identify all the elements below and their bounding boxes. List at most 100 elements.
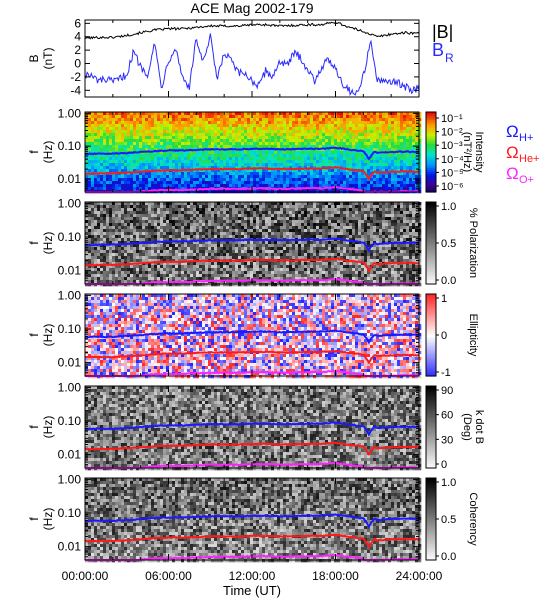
- heatmap-cell: [169, 160, 173, 164]
- heatmap-cell: [166, 166, 170, 170]
- heatmap-cell: [178, 223, 182, 227]
- heatmap-cell: [175, 118, 179, 122]
- heatmap-cell: [352, 136, 356, 140]
- heatmap-cell: [268, 211, 272, 215]
- heatmap-cell: [295, 121, 299, 125]
- heatmap-cell: [244, 154, 248, 158]
- heatmap-cell: [307, 112, 311, 116]
- heatmap-cell: [382, 172, 386, 176]
- heatmap-cell: [313, 214, 317, 218]
- heatmap-cell: [229, 175, 233, 179]
- heatmap-cell: [334, 148, 338, 152]
- heatmap-cell: [127, 142, 131, 146]
- heatmap-cell: [328, 235, 332, 239]
- heatmap-cell: [415, 217, 419, 221]
- heatmap-cell: [301, 163, 305, 167]
- heatmap-cell: [154, 151, 158, 155]
- heatmap-cell: [316, 118, 320, 122]
- heatmap-cell: [106, 133, 110, 137]
- heatmap-cell: [154, 142, 158, 146]
- heatmap-cell: [232, 142, 236, 146]
- heatmap-cell: [295, 247, 299, 251]
- heatmap-cell: [274, 154, 278, 158]
- heatmap-cell: [118, 130, 122, 134]
- heatmap-cell: [94, 181, 98, 185]
- heatmap-cell: [166, 229, 170, 233]
- heatmap-cell: [364, 205, 368, 209]
- heatmap-cell: [178, 178, 182, 182]
- heatmap-cell: [85, 229, 89, 233]
- heatmap-cell: [112, 226, 116, 230]
- heatmap-cell: [316, 220, 320, 224]
- heatmap-cell: [268, 205, 272, 209]
- heatmap-cell: [103, 127, 107, 131]
- heatmap-cell: [91, 178, 95, 182]
- heatmap-cell: [271, 214, 275, 218]
- heatmap-cell: [196, 160, 200, 164]
- heatmap-cell: [103, 136, 107, 140]
- heatmap-cell: [208, 118, 212, 122]
- heatmap-cell: [109, 130, 113, 134]
- heatmap-cell: [367, 232, 371, 236]
- heatmap-cell: [103, 151, 107, 155]
- heatmap-cell: [103, 139, 107, 143]
- heatmap-cell: [343, 178, 347, 182]
- heatmap-cell: [274, 160, 278, 164]
- heatmap-cell: [142, 127, 146, 131]
- heatmap-cell: [334, 178, 338, 182]
- heatmap-cell: [157, 118, 161, 122]
- heatmap-cell: [109, 115, 113, 119]
- heatmap-cell: [217, 157, 221, 161]
- heatmap-cell: [391, 238, 395, 242]
- heatmap-cell: [163, 223, 167, 227]
- heatmap-cell: [412, 214, 416, 218]
- heatmap-cell: [190, 244, 194, 248]
- heatmap-cell: [352, 208, 356, 212]
- heatmap-cell: [175, 142, 179, 146]
- heatmap-cell: [319, 178, 323, 182]
- heatmap-cell: [400, 127, 404, 131]
- heatmap-cell: [316, 160, 320, 164]
- heatmap-cell: [340, 175, 344, 179]
- heatmap-cell: [307, 214, 311, 218]
- heatmap-cell: [211, 136, 215, 140]
- heatmap-cell: [88, 136, 92, 140]
- heatmap-cell: [244, 163, 248, 167]
- heatmap-cell: [289, 121, 293, 125]
- heatmap-cell: [298, 214, 302, 218]
- heatmap-cell: [328, 136, 332, 140]
- heatmap-cell: [238, 235, 242, 239]
- heatmap-cell: [211, 130, 215, 134]
- heatmap-cell: [394, 112, 398, 116]
- heatmap-cell: [244, 205, 248, 209]
- heatmap-cell: [265, 232, 269, 236]
- heatmap-cell: [370, 178, 374, 182]
- heatmap-cell: [415, 142, 419, 146]
- heatmap-cell: [286, 142, 290, 146]
- heatmap-cell: [139, 205, 143, 209]
- heatmap-cell: [130, 205, 134, 209]
- heatmap-cell: [382, 181, 386, 185]
- heatmap-cell: [214, 244, 218, 248]
- heatmap-cell: [157, 157, 161, 161]
- heatmap-cell: [400, 115, 404, 119]
- heatmap-cell: [193, 127, 197, 131]
- heatmap-cell: [178, 130, 182, 134]
- heatmap-cell: [379, 121, 383, 125]
- heatmap-cell: [142, 145, 146, 149]
- heatmap-cell: [337, 136, 341, 140]
- heatmap-cell: [91, 151, 95, 155]
- heatmap-cell: [346, 241, 350, 245]
- heatmap-cell: [163, 220, 167, 224]
- heatmap-cell: [217, 118, 221, 122]
- heatmap-cell: [121, 223, 125, 227]
- heatmap-cell: [358, 139, 362, 143]
- heatmap-cell: [91, 217, 95, 221]
- heatmap-cell: [163, 187, 167, 191]
- heatmap-cell: [124, 238, 128, 242]
- heatmap-cell: [367, 160, 371, 164]
- heatmap-cell: [382, 202, 386, 206]
- heatmap-cell: [334, 223, 338, 227]
- heatmap-cell: [202, 235, 206, 239]
- heatmap-cell: [343, 223, 347, 227]
